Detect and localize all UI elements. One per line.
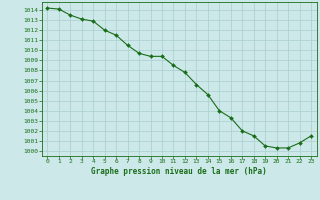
X-axis label: Graphe pression niveau de la mer (hPa): Graphe pression niveau de la mer (hPa) bbox=[91, 167, 267, 176]
